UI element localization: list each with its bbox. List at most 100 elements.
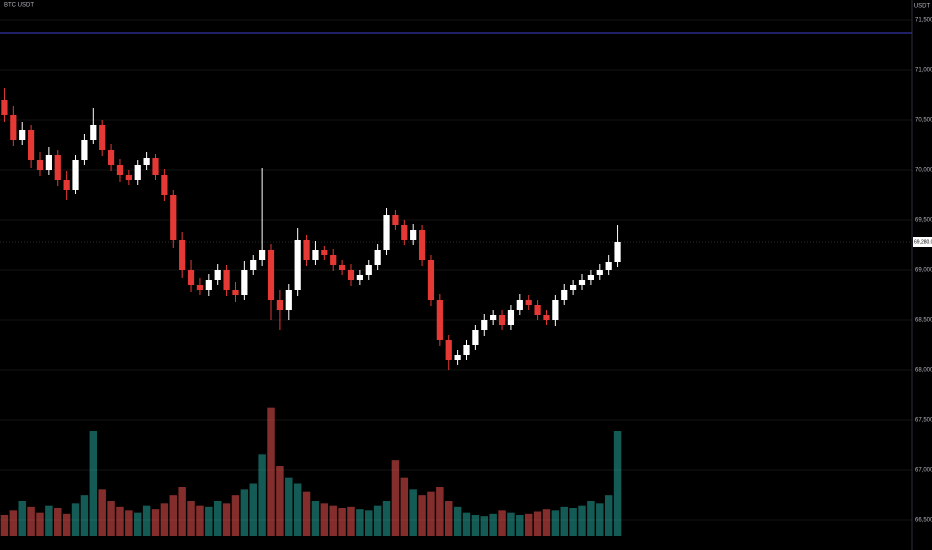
candle-body [312, 250, 319, 260]
volume-bar [133, 512, 142, 536]
volume-bar [36, 512, 44, 536]
candle-body [516, 300, 523, 310]
candle-body [552, 300, 559, 320]
candle-body [463, 345, 470, 355]
candle-body [125, 175, 132, 180]
candle-body [410, 230, 417, 240]
candle-body [596, 270, 603, 275]
candle-body [374, 250, 381, 265]
candle-body [250, 260, 257, 270]
volume-bar [27, 506, 35, 536]
volume-bar [471, 515, 480, 536]
volume-bar [542, 509, 551, 536]
candle-body [498, 315, 506, 325]
candle-body [365, 265, 372, 275]
candle-body [90, 125, 97, 140]
candle-body [383, 215, 390, 250]
volume-bar [116, 506, 124, 536]
y-tick-label: 67,000.0 [915, 468, 932, 474]
volume-bar [524, 513, 533, 536]
volume-bar [0, 515, 9, 536]
candle-body [507, 310, 515, 325]
volume-bar [480, 516, 489, 536]
volume-bar [569, 508, 577, 536]
candle-body [294, 240, 301, 290]
candle-body [63, 180, 70, 190]
volume-bar [80, 495, 89, 536]
volume-bar [205, 506, 213, 536]
candle-body [587, 275, 595, 280]
volume-bar [293, 483, 302, 536]
candle-body [578, 280, 586, 285]
volume-bar [231, 495, 240, 536]
candle-body [481, 320, 488, 330]
volume-bar [240, 489, 249, 536]
candle-body [338, 265, 346, 270]
candle-body [36, 160, 44, 170]
volume-bar [533, 511, 542, 536]
candle-body [436, 300, 443, 340]
y-tick-label: 66,500.0 [915, 518, 932, 524]
candle-body [170, 195, 177, 240]
candle-body [259, 250, 266, 260]
candle-body [134, 165, 141, 180]
candle-body [1, 100, 8, 115]
volume-bar [604, 495, 613, 536]
volume-bar [151, 509, 160, 536]
volume-bar [302, 491, 311, 536]
candle-body [27, 130, 35, 160]
candle-body [401, 225, 408, 240]
candle-body [81, 140, 88, 160]
candle-body [321, 250, 328, 255]
volume-bar [178, 487, 186, 536]
volume-bar [453, 506, 462, 536]
volume-bar [45, 505, 53, 536]
volume-bar [373, 505, 382, 536]
candle-body [445, 340, 452, 360]
volume-bar [196, 505, 204, 536]
candle-body [179, 240, 186, 270]
volume-bar [507, 512, 515, 536]
candle-body [232, 290, 239, 295]
last-price-label: 69,280.0 [914, 239, 932, 245]
y-tick-label: 68,000.0 [915, 368, 932, 374]
candle-body [427, 260, 435, 300]
volume-bar [107, 501, 115, 536]
candle-body [10, 115, 17, 140]
candle-body [614, 242, 621, 262]
volume-bar [587, 501, 595, 536]
y-tick-label: 67,500.0 [915, 418, 932, 424]
candle-body [418, 230, 426, 260]
candle-body [472, 330, 479, 345]
volume-bar [596, 503, 604, 536]
candle-body [303, 240, 310, 260]
volume-bar [142, 505, 151, 536]
candle-body [561, 290, 568, 300]
volume-bar [560, 506, 568, 536]
volume-bar [329, 505, 337, 536]
candle-body [330, 255, 337, 265]
candle-body [54, 155, 61, 180]
volume-bar [18, 501, 26, 536]
volume-bar [409, 489, 417, 536]
candle-body [187, 270, 195, 285]
candle-body [107, 150, 115, 165]
volume-bar [400, 477, 409, 536]
volume-bar [311, 501, 320, 536]
candle-body [214, 270, 221, 280]
volume-bar [427, 491, 435, 536]
volume-bar [222, 503, 231, 536]
volume-bar [62, 513, 71, 536]
candle-body [196, 285, 204, 290]
candle-body [543, 315, 550, 320]
volume-bar [382, 501, 391, 536]
volume-bar [258, 454, 266, 536]
candle-body [143, 158, 150, 165]
candle-body [285, 290, 292, 310]
volume-bar [436, 487, 444, 536]
volume-bar [551, 510, 560, 536]
volume-bar [213, 501, 222, 536]
volume-bar [347, 506, 355, 536]
